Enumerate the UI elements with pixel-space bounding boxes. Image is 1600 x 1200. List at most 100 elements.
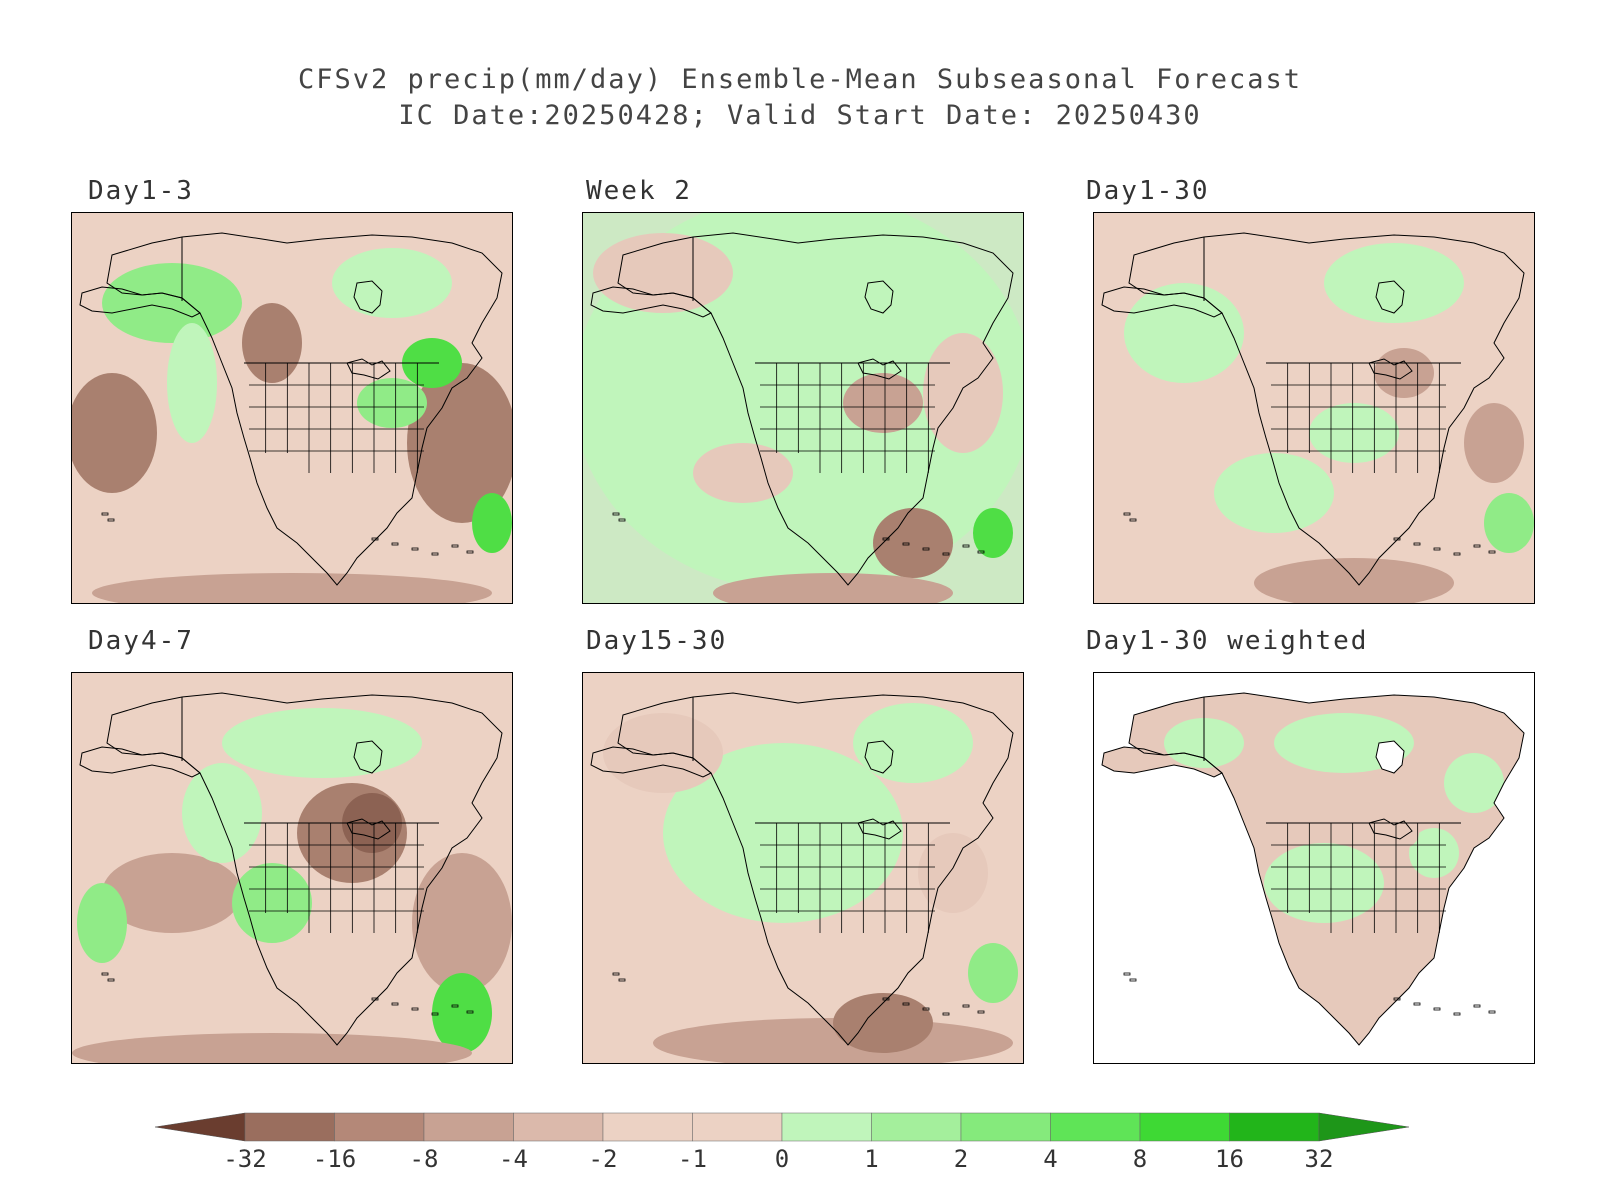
island — [977, 550, 985, 554]
colorbar-tick-label: 0 — [775, 1145, 789, 1173]
panel-label-day4-7: Day4-7 — [88, 626, 194, 656]
island — [1393, 537, 1401, 541]
anomaly-blob — [1324, 243, 1464, 323]
colorbar-tick-label: -32 — [223, 1145, 266, 1173]
anomaly-blob — [593, 233, 733, 313]
anomaly-blob — [1409, 828, 1459, 878]
island — [391, 1002, 399, 1006]
colorbar-box — [960, 1112, 1051, 1142]
island — [902, 1002, 910, 1006]
anomaly-blob — [357, 378, 427, 428]
panel-label-day1-30-weighted: Day1-30 weighted — [1086, 626, 1369, 656]
island — [1473, 544, 1481, 548]
island — [107, 518, 115, 522]
coastline-alaska — [79, 746, 201, 778]
anomaly-blob — [918, 833, 988, 913]
island — [1129, 978, 1137, 982]
great-lakes — [1368, 358, 1413, 380]
state-boundaries — [1271, 363, 1446, 473]
anomaly-blob — [1254, 558, 1454, 603]
colorbar-tick-label: -1 — [678, 1145, 707, 1173]
map-background — [1094, 213, 1534, 603]
anomaly-blob — [72, 1033, 472, 1063]
anomaly-blob — [843, 373, 923, 433]
colorbar-box — [871, 1112, 962, 1142]
anomaly-blob — [873, 508, 953, 578]
map-panel-day15-30 — [582, 672, 1024, 1064]
colorbar-box — [1139, 1112, 1230, 1142]
anomaly-blob — [102, 853, 242, 933]
colorbar-tick-label: 16 — [1215, 1145, 1244, 1173]
colorbar-box — [692, 1112, 783, 1142]
colorbar-tick-label: 2 — [954, 1145, 968, 1173]
island — [942, 1012, 950, 1016]
island — [882, 997, 890, 1001]
island — [466, 550, 474, 554]
anomaly-blob — [713, 573, 953, 603]
anomaly-blob — [182, 763, 262, 863]
hudson-bay — [353, 280, 383, 314]
island — [922, 547, 930, 551]
state-boundaries — [1271, 823, 1446, 933]
anomaly-blob — [72, 373, 157, 493]
island — [1413, 542, 1421, 546]
anomaly-blob — [968, 943, 1018, 1003]
anomaly-blob — [332, 248, 452, 318]
island — [962, 1004, 970, 1008]
colorbar-tick-label: -8 — [410, 1145, 439, 1173]
island — [1473, 1004, 1481, 1008]
anomaly-blob — [693, 443, 793, 503]
anomaly-blob — [77, 883, 127, 963]
colorbar-tick-label: -16 — [313, 1145, 356, 1173]
island — [612, 972, 620, 976]
figure-title-line2: IC Date:20250428; Valid Start Date: 2025… — [398, 100, 1202, 131]
island — [962, 544, 970, 548]
panel-label-day1-30: Day1-30 — [1086, 176, 1210, 206]
panel-label-day15-30: Day15-30 — [586, 626, 728, 656]
state-boundaries — [760, 363, 935, 473]
anomaly-blob — [1374, 348, 1434, 398]
island — [977, 1010, 985, 1014]
anomaly-blob — [1124, 283, 1244, 383]
map-panel-day4-7 — [71, 672, 513, 1064]
map-svg — [583, 213, 1023, 603]
hudson-bay — [864, 740, 894, 774]
coastline-alaska — [590, 286, 712, 318]
colorbar-box — [244, 1112, 335, 1142]
anomaly-blob — [1214, 453, 1334, 533]
anomaly-blob — [92, 573, 492, 603]
colorbar-tick-label: 1 — [864, 1145, 878, 1173]
great-lakes — [1368, 818, 1413, 840]
map-panel-day1-30 — [1093, 212, 1535, 604]
map-svg — [583, 673, 1023, 1063]
island — [612, 512, 620, 516]
colorbar-box — [1229, 1112, 1320, 1142]
colorbar-legend: -32 -16 -8 -4 -2 -1 0 1 2 4 8 16 32 — [154, 1112, 1410, 1173]
anomaly-blob — [1264, 843, 1384, 923]
anomaly-blob — [167, 323, 217, 443]
anomaly-blob — [663, 743, 903, 923]
island — [1488, 1010, 1496, 1014]
island — [101, 972, 109, 976]
colorbar-tick-label: 8 — [1133, 1145, 1147, 1173]
map-svg — [1094, 673, 1534, 1063]
great-lakes — [857, 358, 902, 380]
anomaly-blob — [232, 863, 312, 943]
island — [371, 997, 379, 1001]
island — [618, 518, 626, 522]
island — [618, 978, 626, 982]
anomaly-blob — [1444, 753, 1504, 813]
island — [431, 1012, 439, 1016]
state-boundaries — [760, 823, 935, 933]
coastline — [617, 232, 1014, 586]
colorbar-high-arrow — [1318, 1112, 1410, 1142]
island — [942, 552, 950, 556]
map-svg — [1094, 213, 1534, 603]
anomaly-blob — [432, 973, 492, 1053]
coastline-alaska — [590, 746, 712, 778]
island — [371, 537, 379, 541]
island — [1433, 1007, 1441, 1011]
anomaly-blob — [1484, 493, 1534, 553]
island — [1123, 512, 1131, 516]
